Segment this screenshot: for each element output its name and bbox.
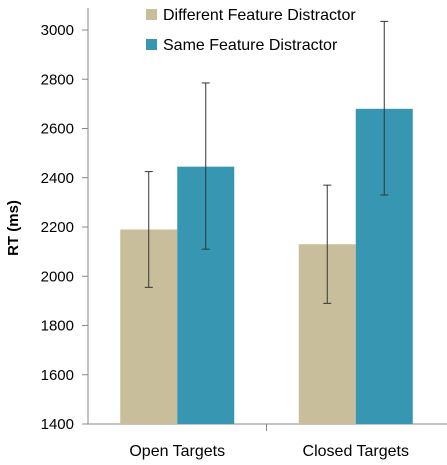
legend-swatch — [146, 39, 157, 50]
y-tick-label: 2800 — [41, 71, 74, 88]
y-tick-label: 1400 — [41, 416, 74, 433]
legend-label: Same Feature Distractor — [163, 37, 338, 54]
y-tick-label: 2400 — [41, 170, 74, 187]
y-axis-title: RT (ms) — [5, 200, 22, 256]
legend: Different Feature Distractor Same Feature… — [146, 7, 356, 54]
y-tick-label: 2200 — [41, 219, 74, 236]
y-tick-label: 3000 — [41, 22, 74, 39]
y-tick-label: 1800 — [41, 318, 74, 335]
bars — [120, 109, 413, 424]
legend-label: Different Feature Distractor — [163, 7, 356, 24]
legend-swatch — [146, 9, 157, 20]
y-tick-label: 1600 — [41, 367, 74, 384]
y-tick-label: 2600 — [41, 121, 74, 138]
x-tick-label: Open Targets — [129, 443, 225, 460]
y-tick-label: 2000 — [41, 268, 74, 285]
x-tick-label: Closed Targets — [303, 443, 409, 460]
